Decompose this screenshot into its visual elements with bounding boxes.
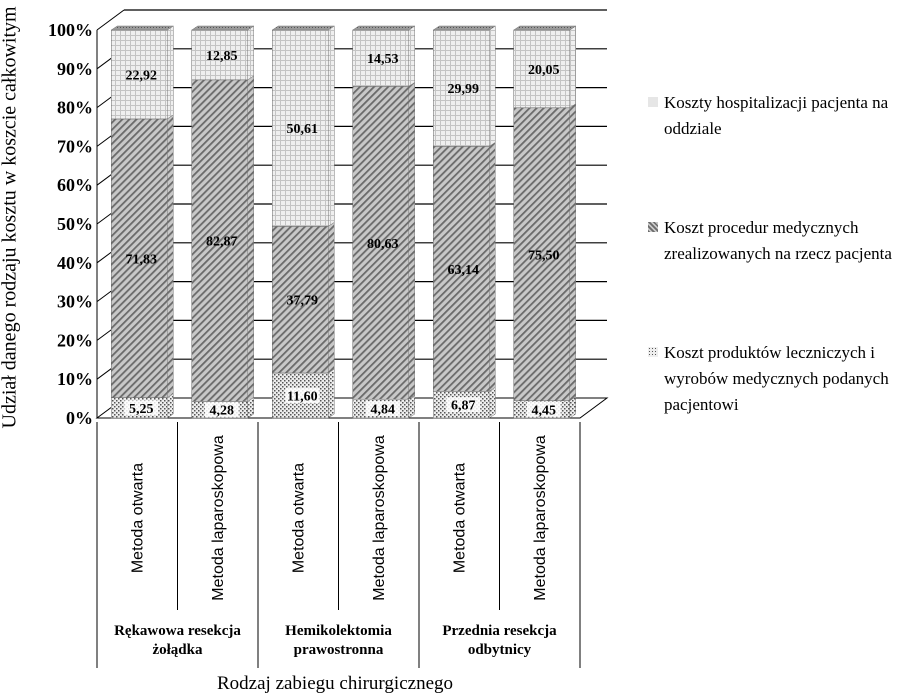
bar-segment [191, 29, 248, 81]
bar-side [569, 103, 576, 402]
bar-segment [433, 146, 490, 392]
data-label: 5,25 [129, 402, 154, 417]
data-label: 80,63 [367, 237, 399, 252]
data-label-bg [446, 397, 481, 413]
data-label: 12,85 [206, 49, 238, 64]
bar-top [271, 25, 336, 31]
y-tick-label: 10% [57, 369, 93, 389]
legend-label: Koszty hospitalizacji pacjenta na oddzia… [664, 93, 889, 138]
data-label: 4,84 [371, 403, 396, 418]
x-category-label: Metoda laparoskopowa [210, 435, 227, 601]
legend-label: Koszt procedur medycznych zrealizowanych… [664, 218, 892, 263]
bar-segment [352, 86, 409, 400]
data-label-bg [365, 401, 400, 417]
y-tick-label: 70% [57, 136, 93, 156]
x-category-label: Metoda laparoskopowa [371, 435, 388, 601]
legend-swatch-diagonal [648, 222, 658, 232]
bar-segment [191, 79, 248, 402]
bar-side [408, 25, 415, 87]
bar-side [167, 114, 174, 399]
legend-item-hospitalization: Koszty hospitalizacji pacjenta na oddzia… [648, 90, 918, 142]
data-label: 20,05 [528, 63, 560, 78]
bar-side [328, 368, 335, 419]
data-label: 6,87 [451, 399, 476, 414]
data-label-bg [124, 400, 159, 416]
x-category-label: Metoda otwarta [290, 463, 307, 573]
bar-top [190, 25, 255, 31]
bar-side [489, 25, 496, 147]
data-label: 4,28 [210, 404, 235, 419]
bar-side [569, 25, 576, 109]
data-label: 11,60 [287, 389, 318, 404]
x-axis-title: Rodzaj zabiegu chirurgicznego [217, 673, 453, 694]
x-category-label: Metoda laparoskopowa [532, 435, 549, 601]
data-label: 37,79 [287, 294, 319, 309]
bar-segment [352, 29, 409, 87]
y-tick-label: 60% [57, 175, 93, 195]
data-label-bg [526, 401, 561, 417]
data-label: 63,14 [448, 263, 480, 278]
x-category-label: Metoda otwarta [129, 463, 146, 573]
data-label: 71,83 [126, 252, 158, 267]
bar-top [351, 25, 416, 31]
data-label: 14,53 [367, 52, 399, 67]
bar-side [328, 221, 335, 374]
data-label: 22,92 [126, 68, 158, 83]
y-tick-label: 40% [57, 253, 93, 273]
y-tick-label: 100% [48, 20, 93, 40]
bar-side [247, 75, 254, 402]
y-tick-label: 20% [57, 330, 93, 350]
y-axis-title: Udział danego rodzaju kosztu w koszcie c… [0, 0, 21, 429]
data-label: 50,61 [287, 122, 319, 137]
data-label-bg [204, 402, 239, 418]
legend-label: Koszt produktów leczniczych i wyrobów me… [664, 343, 889, 414]
y-tick-label: 50% [57, 214, 93, 234]
legend-swatch-grid [648, 97, 658, 107]
bar-segment [513, 29, 570, 109]
y-tick-label: 30% [57, 292, 93, 312]
y-tick-label: 80% [57, 98, 93, 118]
gridline-depth [96, 9, 125, 31]
x-group-label: Hemikolektomia prawostronna [285, 623, 392, 658]
y-tick-label: 0% [66, 408, 93, 428]
bar-side [489, 386, 496, 419]
bar-side [167, 25, 174, 120]
data-label: 75,50 [528, 248, 560, 263]
legend-swatch-dots [648, 347, 658, 357]
bar-segment [272, 226, 329, 374]
bar-segment [513, 107, 570, 401]
x-group-label: Rękawowa resekcja żołądka [114, 623, 241, 658]
data-label: 82,87 [206, 235, 238, 250]
legend-item-procedures: Koszt procedur medycznych zrealizowanych… [648, 215, 918, 267]
legend-item-products: Koszt produktów leczniczych i wyrobów me… [648, 340, 918, 418]
x-category-label: Metoda otwarta [451, 463, 468, 573]
bar-side [408, 81, 415, 400]
bar-top [432, 25, 497, 31]
bar-segment [433, 29, 490, 147]
x-group-label: Przednia resekcja odbytnicy [442, 623, 557, 658]
bar-side [247, 25, 254, 81]
data-label: 29,99 [448, 82, 480, 97]
data-label: 4,45 [532, 403, 557, 418]
bar-top [512, 25, 577, 31]
bar-side [489, 141, 496, 392]
bar-segment [111, 118, 168, 398]
y-tick-label: 90% [57, 59, 93, 79]
data-label-bg [285, 387, 320, 403]
bar-side [328, 25, 335, 227]
bar-segment [272, 29, 329, 227]
bar-top [110, 25, 175, 31]
